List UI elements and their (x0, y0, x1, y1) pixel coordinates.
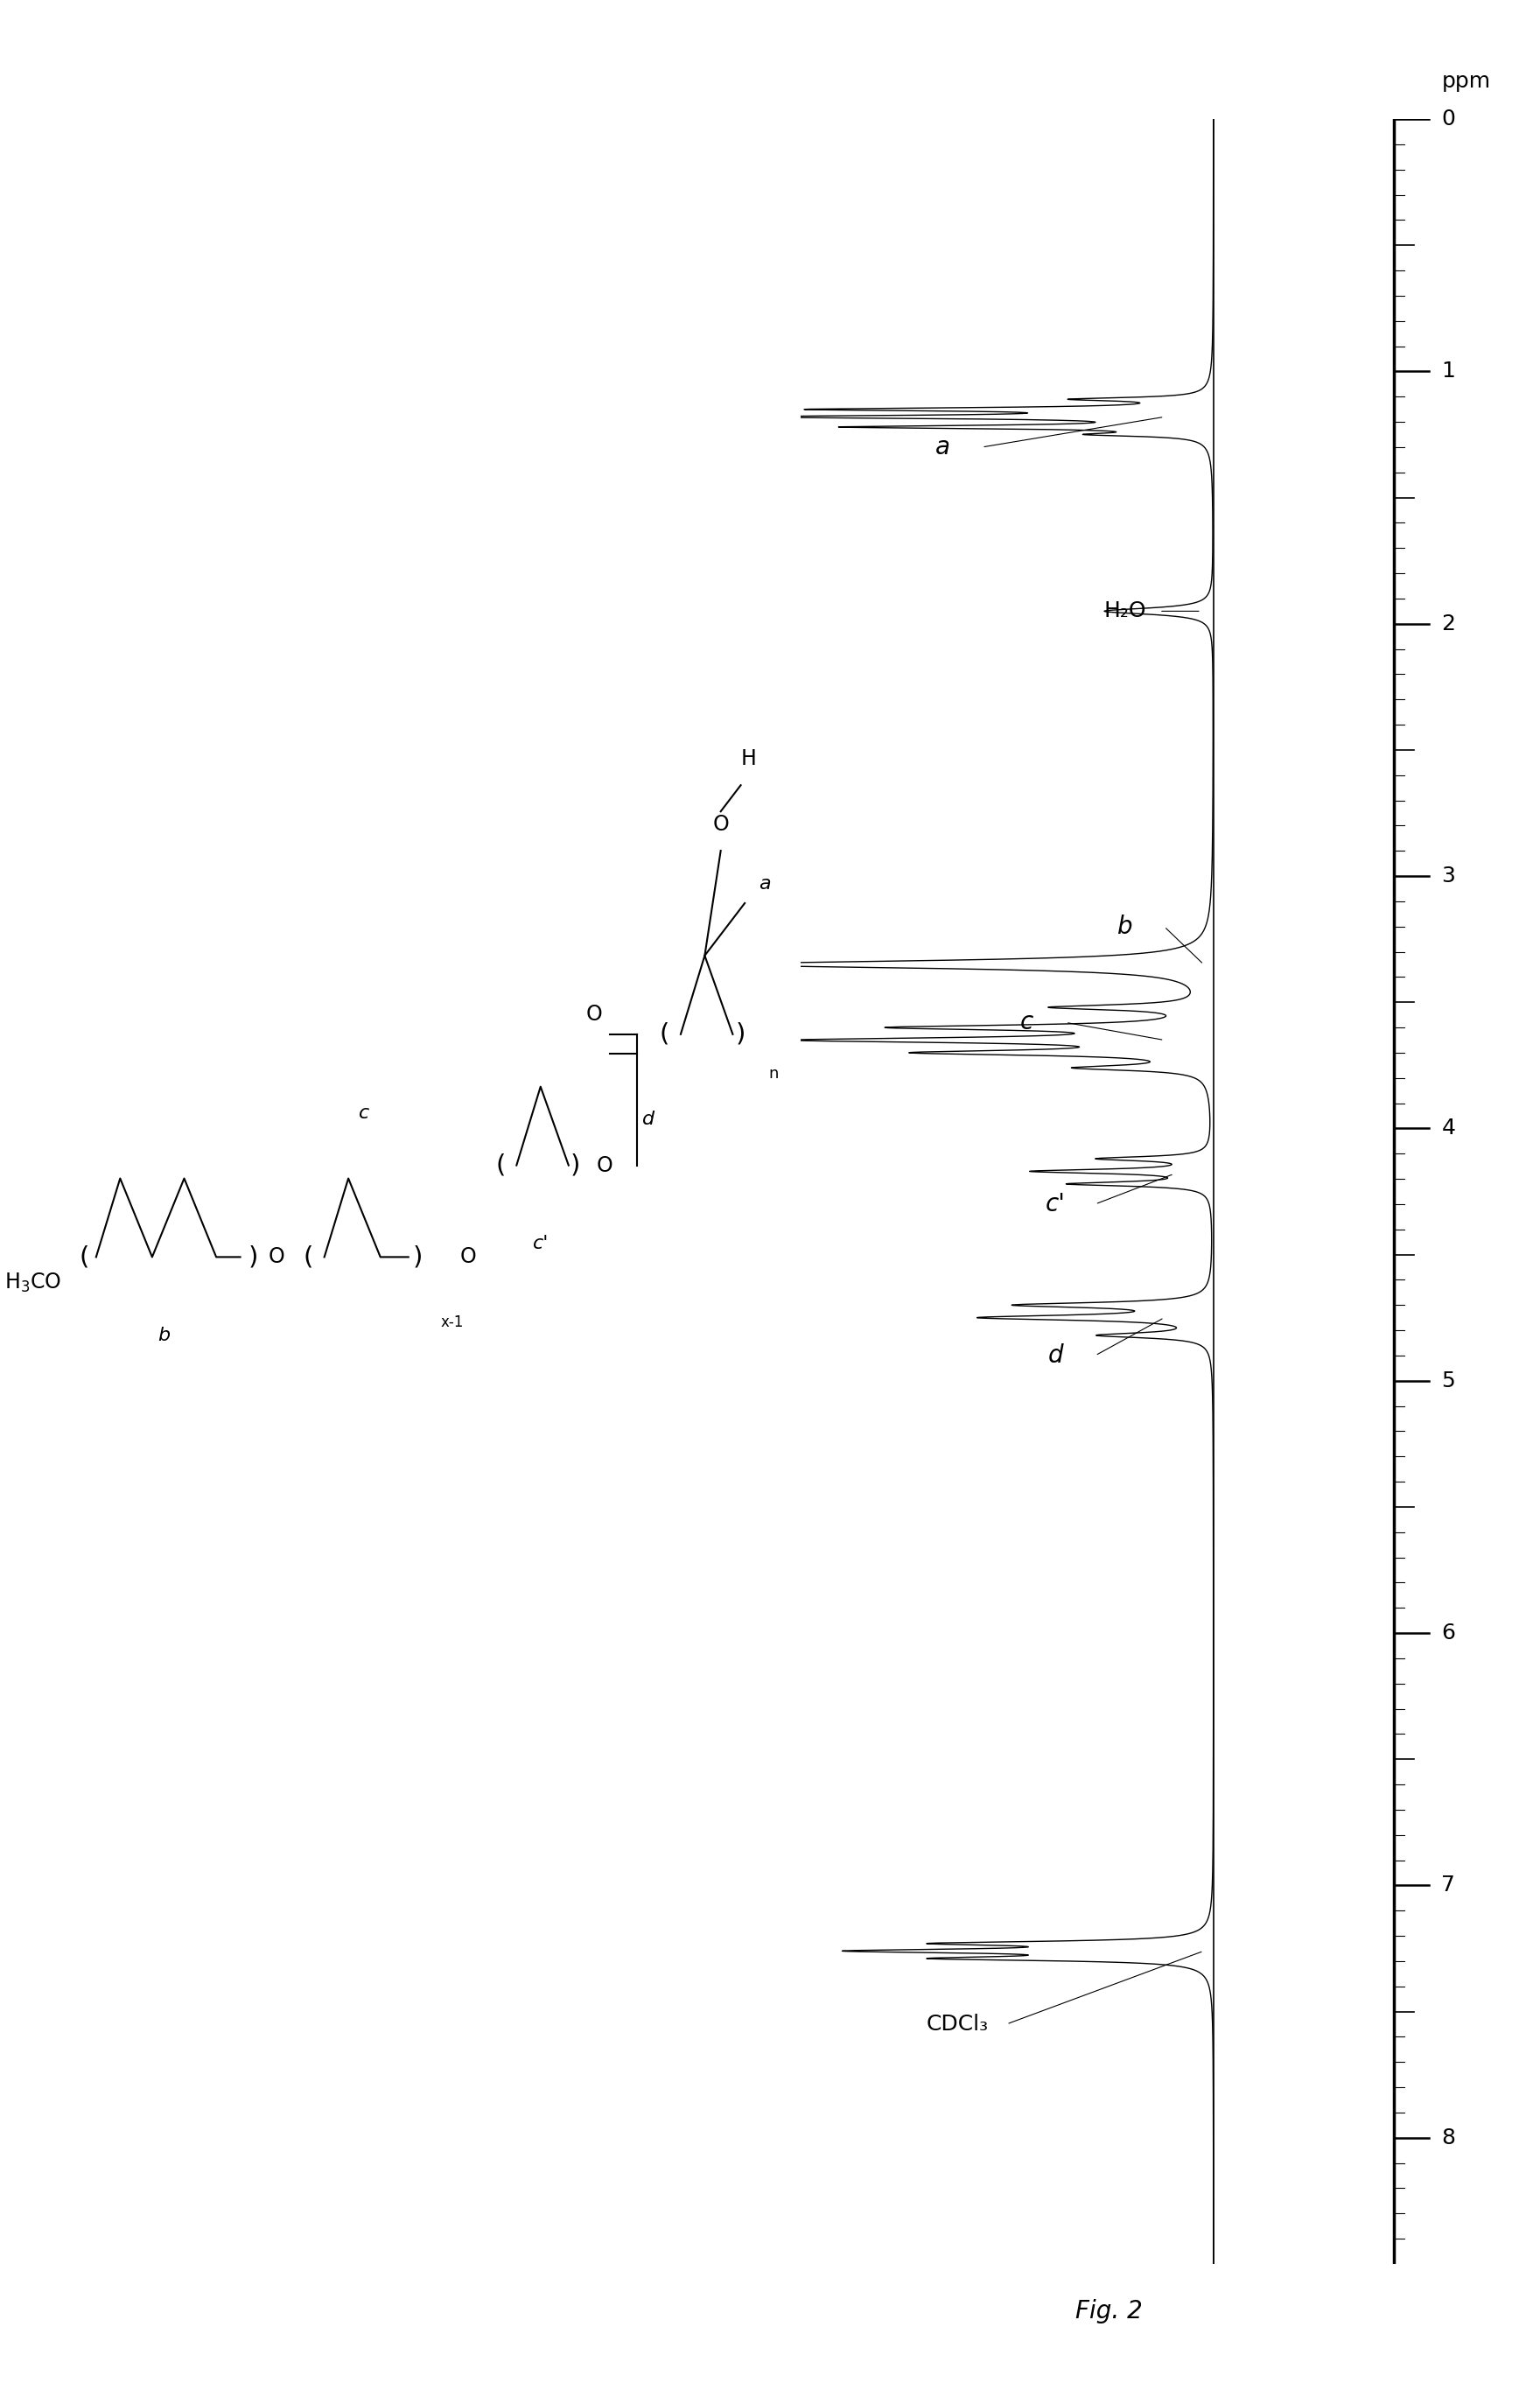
Text: d: d (1049, 1344, 1064, 1368)
Text: c': c' (533, 1234, 548, 1253)
Text: (: ( (659, 1022, 670, 1046)
Text: (: ( (496, 1153, 505, 1177)
Text: O: O (596, 1156, 613, 1175)
Text: 6: 6 (1441, 1623, 1455, 1644)
Text: d: d (642, 1110, 654, 1127)
Text: O: O (460, 1246, 477, 1268)
Text: O: O (713, 815, 728, 834)
Text: n: n (768, 1065, 779, 1082)
Text: 8: 8 (1441, 2128, 1455, 2147)
Text: 1: 1 (1441, 360, 1455, 381)
Text: c: c (359, 1103, 370, 1122)
Text: 4: 4 (1441, 1118, 1455, 1139)
Text: x-1: x-1 (440, 1315, 464, 1330)
Text: 7: 7 (1441, 1875, 1455, 1897)
Text: c: c (1019, 1010, 1033, 1034)
Text: 0: 0 (1441, 110, 1455, 129)
Text: CDCl₃: CDCl₃ (926, 2014, 989, 2035)
Text: O: O (268, 1246, 285, 1268)
Text: ppm: ppm (1441, 71, 1491, 93)
Text: O: O (587, 1003, 602, 1025)
Text: 3: 3 (1441, 865, 1455, 886)
Text: b: b (1116, 915, 1132, 939)
Text: a: a (759, 875, 770, 891)
Text: 5: 5 (1441, 1370, 1455, 1392)
Text: ): ) (735, 1022, 745, 1046)
Text: H₂O: H₂O (1104, 601, 1146, 622)
Text: ): ) (413, 1244, 422, 1270)
Text: ): ) (248, 1244, 259, 1270)
Text: ): ) (570, 1153, 581, 1177)
Text: (: ( (79, 1244, 89, 1270)
Text: Fig. 2: Fig. 2 (1075, 2300, 1143, 2323)
Text: 2: 2 (1441, 612, 1455, 634)
Text: b: b (159, 1327, 171, 1344)
Text: H$_3$CO: H$_3$CO (5, 1273, 62, 1294)
Text: a: a (935, 436, 950, 460)
Text: c': c' (1046, 1192, 1066, 1215)
Text: (: ( (303, 1244, 313, 1270)
Text: H: H (741, 748, 756, 770)
